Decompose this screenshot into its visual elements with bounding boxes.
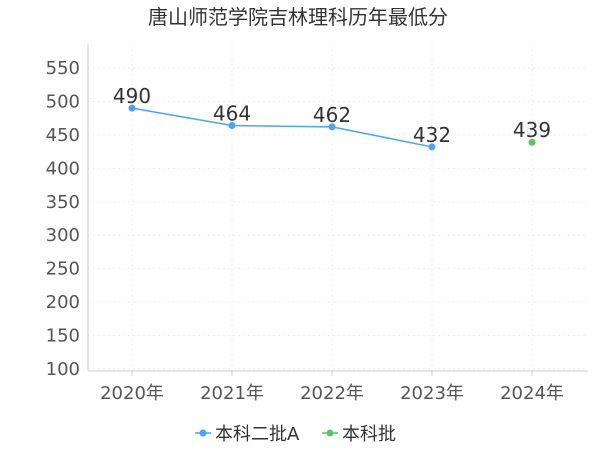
data-label: 439 [513,118,551,142]
data-point[interactable] [528,138,536,146]
series-line [131,107,433,148]
y-tick-label: 200 [46,292,80,313]
legend-item[interactable]: 本科批 [322,424,396,445]
y-tick-label: 550 [46,58,80,79]
x-tick-label: 2024年 [500,383,564,404]
data-label: 490 [113,84,151,108]
legend-marker [199,429,207,437]
data-label: 464 [213,102,251,126]
x-tick-label: 2022年 [300,383,364,404]
data-point[interactable] [128,104,136,112]
x-axis-ticks: 2020年 2021年 2022年 2023年 2024年 [100,371,564,404]
axes [87,44,588,372]
y-tick-label: 100 [46,359,80,380]
grid-lines [88,44,588,371]
y-tick-label: 450 [46,125,80,146]
series-group: 490 464 462 432 [113,84,451,151]
y-tick-label: 250 [46,259,80,280]
legend-item[interactable]: 本科二批A [195,424,300,445]
series-group: 439 [513,118,551,146]
legend[interactable]: 本科二批A 本科批 [195,424,396,445]
data-point[interactable] [428,143,436,151]
y-tick-label: 150 [46,326,80,347]
chart-title: 唐山师范学院吉林理科历年最低分 [148,5,448,29]
data-point[interactable] [228,122,236,130]
y-tick-label: 300 [46,225,80,246]
data-point[interactable] [328,123,336,131]
y-axis-ticks: 100 150 200 250 300 350 400 450 500 550 [46,58,80,380]
data-label: 462 [313,103,351,127]
y-tick-label: 400 [46,158,80,179]
legend-label: 本科二批A [215,424,300,445]
legend-label: 本科批 [342,424,396,445]
x-tick-label: 2021年 [200,383,264,404]
y-tick-label: 500 [46,91,80,112]
x-tick-label: 2023年 [400,383,464,404]
series: 490 464 462 432 439 [113,84,551,151]
y-tick-label: 350 [46,192,80,213]
data-label: 432 [413,123,451,147]
x-tick-label: 2020年 [100,383,164,404]
legend-marker [326,429,334,437]
